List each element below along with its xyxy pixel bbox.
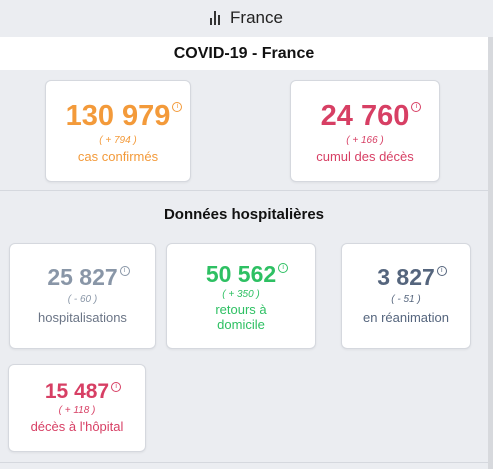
- hospitalised-label: hospitalisations: [38, 310, 127, 325]
- info-icon[interactable]: i: [111, 382, 122, 392]
- hospitalised-value: 25 827 i: [47, 264, 130, 291]
- scrollbar[interactable]: [488, 37, 493, 469]
- divider: [0, 190, 488, 191]
- returned-home-label: retours à domicile: [215, 302, 267, 332]
- deaths-card: 24 760 i ( + 166 ) cumul des décès: [290, 80, 440, 182]
- deaths-label: cumul des décès: [316, 149, 414, 164]
- hospitalised-card: 25 827 i ( - 60 ) hospitalisations: [9, 243, 156, 349]
- deaths-value: 24 760 i: [321, 100, 422, 133]
- country-label: France: [230, 8, 283, 27]
- icu-value: 3 827 i: [377, 264, 447, 291]
- top-bar: France: [0, 0, 493, 36]
- hospital-section-title: Données hospitalières: [163, 206, 325, 223]
- page-title: COVID-19 - France: [0, 37, 488, 70]
- hospital-deaths-delta: ( + 118 ): [58, 405, 96, 416]
- hospitalised-delta: ( - 60 ): [67, 294, 98, 305]
- divider: [0, 462, 488, 463]
- icu-delta: ( - 51 ): [391, 294, 421, 305]
- info-icon[interactable]: i: [411, 102, 422, 112]
- info-icon[interactable]: i: [436, 266, 447, 276]
- hospital-deaths-card: 15 487 i ( + 118 ) décès à l'hôpital: [8, 364, 146, 452]
- info-icon[interactable]: i: [172, 102, 183, 112]
- returned-home-value: 50 562 i: [206, 261, 289, 288]
- confirmed-label: cas confirmés: [77, 149, 159, 164]
- icu-label: en réanimation: [363, 310, 449, 325]
- bar-chart-icon[interactable]: [210, 11, 221, 25]
- returned-home-delta: ( + 350 ): [222, 289, 260, 300]
- hospital-deaths-label: décès à l'hôpital: [30, 419, 124, 434]
- info-icon[interactable]: i: [278, 263, 289, 273]
- info-icon[interactable]: i: [119, 266, 130, 276]
- returned-home-card: 50 562 i ( + 350 ) retours à domicile: [166, 243, 316, 349]
- confirmed-delta: ( + 794 ): [99, 135, 137, 146]
- hospital-deaths-value: 15 487 i: [45, 380, 122, 404]
- icu-card: 3 827 i ( - 51 ) en réanimation: [341, 243, 471, 349]
- confirmed-value: 130 979 i: [66, 100, 183, 133]
- confirmed-card: 130 979 i ( + 794 ) cas confirmés: [45, 80, 191, 182]
- deaths-delta: ( + 166 ): [346, 135, 384, 146]
